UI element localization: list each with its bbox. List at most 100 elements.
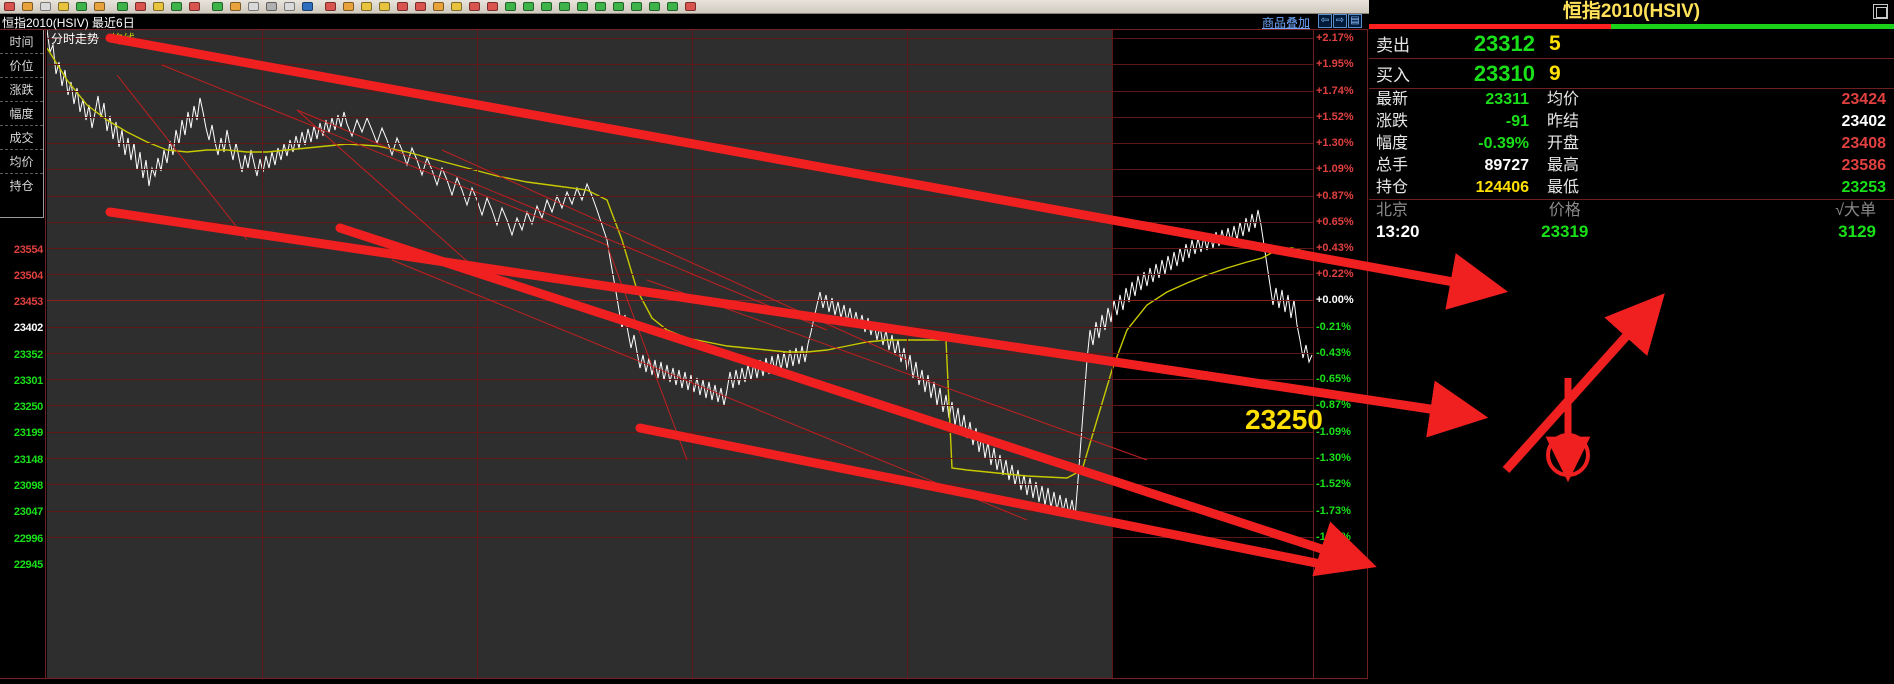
green6-dot-icon[interactable] xyxy=(592,0,609,13)
green4-dot-icon[interactable] xyxy=(556,0,573,13)
stat-value2-1: 23402 xyxy=(1841,113,1887,130)
hgrid-18 xyxy=(47,511,1313,512)
percent-axis-column: +2.17% +1.95% +1.74% +1.52% +1.30% +1.09% +0.8… xyxy=(1313,30,1368,684)
bid-price: 23310 xyxy=(1473,60,1535,86)
ask-row[interactable]: 卖出 23312 5 xyxy=(1369,29,1894,59)
chart-title: 恒指2010(HSIV) 最近6日 xyxy=(2,16,135,30)
stat-value2-2: 23408 xyxy=(1841,135,1887,152)
bid-qty: 9 xyxy=(1549,61,1561,85)
bid-ask-ratio-bar xyxy=(1369,24,1894,29)
tick-row[interactable]: 13:20 23319 3129 xyxy=(1369,221,1894,243)
green2-dot-icon[interactable] xyxy=(520,0,537,13)
hgrid-15 xyxy=(47,432,1313,433)
prev-page-button[interactable]: ⇦ xyxy=(1318,14,1332,28)
order-icon[interactable] xyxy=(227,0,244,13)
hgrid-9 xyxy=(47,274,1313,275)
legend-item-6: 持仓 xyxy=(9,179,34,193)
legend-item-4: 成交 xyxy=(0,126,43,150)
green3-dot-icon[interactable] xyxy=(538,0,555,13)
hgrid-10 xyxy=(47,300,1313,301)
tick-col-time: 北京 xyxy=(1376,202,1409,219)
stat-label-0: 最新 xyxy=(1376,91,1409,108)
percent-tick-12: -0.43% xyxy=(1316,347,1351,359)
minute-icon[interactable] xyxy=(168,0,185,13)
save-icon[interactable] xyxy=(19,0,36,13)
vgrid-3 xyxy=(907,30,908,684)
hgrid-7 xyxy=(47,222,1313,223)
window-icon[interactable] xyxy=(281,0,298,13)
stat-value-3: 89727 xyxy=(1484,157,1530,174)
green5-dot-icon[interactable] xyxy=(574,0,591,13)
open-icon[interactable] xyxy=(1,0,18,13)
stat-value2-0: 23424 xyxy=(1841,91,1887,108)
red3-dot-icon[interactable] xyxy=(412,0,429,13)
refresh-icon[interactable] xyxy=(73,0,90,13)
red5-dot-icon[interactable] xyxy=(484,0,501,13)
percent-tick-3: +1.52% xyxy=(1316,111,1354,123)
red2-dot-icon[interactable] xyxy=(394,0,411,13)
restore-window-icon[interactable] xyxy=(1873,4,1888,19)
price-tick-7: 23199 xyxy=(13,427,43,439)
toolbar-separator xyxy=(317,0,321,13)
chart-plot-area[interactable]: 分时走势 均线 xyxy=(47,30,1313,684)
red6-dot-icon[interactable] xyxy=(682,0,699,13)
vgrid-1 xyxy=(477,30,478,684)
red4-dot-icon[interactable] xyxy=(466,0,483,13)
green10-dot-icon[interactable] xyxy=(664,0,681,13)
legend-item-3: 幅度 xyxy=(0,102,43,126)
stats-grid: 最新 23311 均价 23424 涨跌 -91 昨结 23402 幅度 -0.39% 开盘 2340… xyxy=(1369,89,1894,199)
green8-dot-icon[interactable] xyxy=(628,0,645,13)
depth-icon[interactable] xyxy=(209,0,226,13)
legend-item-5: 均价 xyxy=(0,150,43,174)
amber-dot-icon[interactable] xyxy=(358,0,375,13)
percent-tick-7: +0.65% xyxy=(1316,216,1354,228)
hgrid-17 xyxy=(47,484,1313,485)
multi-chart-icon[interactable] xyxy=(299,0,316,13)
percent-tick-8: +0.43% xyxy=(1316,242,1354,254)
percent-tick-5: +1.09% xyxy=(1316,163,1354,175)
stat-value-1: -91 xyxy=(1505,113,1529,130)
tick-col-volume: √大单 xyxy=(1835,202,1876,219)
red-dot-icon[interactable] xyxy=(322,0,339,13)
orange-dot-icon[interactable] xyxy=(340,0,357,13)
stat-label2-0: 均价 xyxy=(1547,91,1580,108)
quote-icon[interactable] xyxy=(91,0,108,13)
price-tick-1: 23504 xyxy=(13,270,43,282)
tick-icon[interactable] xyxy=(186,0,203,13)
tick-volume: 3129 xyxy=(1838,222,1876,241)
percent-tick-2: +1.74% xyxy=(1316,85,1354,97)
price-tick-4: 23352 xyxy=(13,349,43,361)
stat-label-1: 涨跌 xyxy=(1376,113,1409,130)
orange2-dot-icon[interactable] xyxy=(430,0,447,13)
list-icon[interactable] xyxy=(114,0,131,13)
green9-dot-icon[interactable] xyxy=(646,0,663,13)
amber2-dot-icon[interactable] xyxy=(448,0,465,13)
chart-title-bar: 恒指2010(HSIV) 最近6日 xyxy=(0,14,1368,30)
bid-row[interactable]: 买入 23310 9 xyxy=(1369,59,1894,89)
gold-dot-icon[interactable] xyxy=(376,0,393,13)
overlay-product-link[interactable]: 商品叠加 xyxy=(1262,16,1311,30)
green-dot-icon[interactable] xyxy=(502,0,519,13)
copy-icon[interactable] xyxy=(55,0,72,13)
stat-label2-4: 最低 xyxy=(1547,179,1580,196)
hgrid-4 xyxy=(47,143,1313,144)
stat-label2-3: 最高 xyxy=(1547,157,1580,174)
stat-label-2: 幅度 xyxy=(1376,135,1409,152)
kline-icon[interactable] xyxy=(150,0,167,13)
tick-table-header: 北京 价格 √大单 xyxy=(1369,200,1894,221)
green7-dot-icon[interactable] xyxy=(610,0,627,13)
account-icon[interactable] xyxy=(263,0,280,13)
hgrid-13 xyxy=(47,379,1313,380)
legend-item-0: 时间 xyxy=(0,30,43,54)
price-tick-12: 22945 xyxy=(13,559,43,571)
hgrid-11 xyxy=(47,327,1313,328)
chart-nav-buttons[interactable]: ⇦ ⇨ ▤ xyxy=(1318,14,1362,29)
price-tick-8: 23148 xyxy=(13,454,43,466)
next-page-button[interactable]: ⇨ xyxy=(1333,14,1347,28)
quote-panel: 恒指2010(HSIV) 卖出 23312 5 买入 23310 9 最新 233… xyxy=(1369,0,1894,684)
layout-button[interactable]: ▤ xyxy=(1348,14,1362,28)
print-icon[interactable] xyxy=(37,0,54,13)
trade-icon[interactable] xyxy=(245,0,262,13)
chart-icon[interactable] xyxy=(132,0,149,13)
toolbar-separator xyxy=(109,0,113,13)
